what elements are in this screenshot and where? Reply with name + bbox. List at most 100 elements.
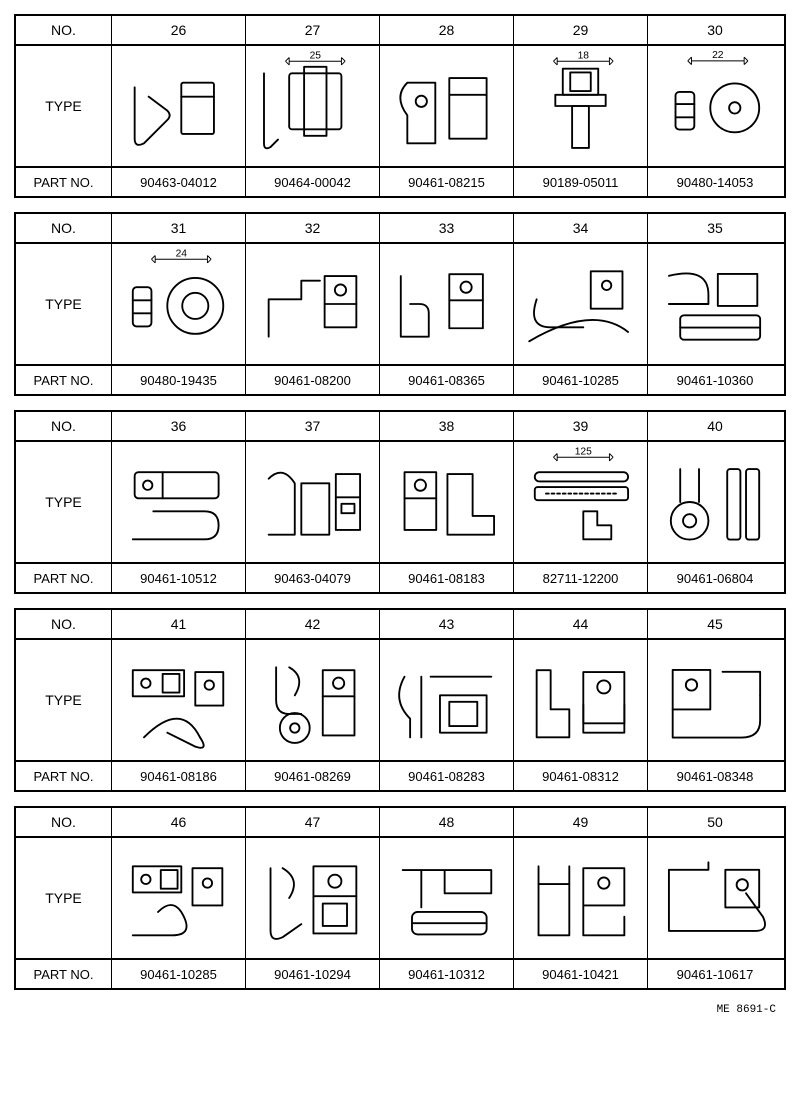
partno-label: PART NO. — [16, 366, 112, 394]
partno-label: PART NO. — [16, 168, 112, 196]
no-cell: 37 — [246, 412, 380, 440]
part-drawing — [652, 444, 778, 560]
type-cell — [112, 46, 246, 166]
no-cell: 28 — [380, 16, 514, 44]
partno-cell: 90461-08183 — [380, 564, 514, 592]
no-cell: 49 — [514, 808, 648, 836]
partno-cell: 90461-08348 — [648, 762, 782, 790]
partno-cell: 90461-10617 — [648, 960, 782, 988]
partno-cell: 90463-04079 — [246, 564, 380, 592]
type-cell — [648, 244, 782, 364]
part-drawing — [518, 840, 643, 956]
parts-catalog: NO.2627282930TYPE 25 18 22PART NO.90463-… — [14, 14, 786, 990]
partno-cell: 90461-10285 — [112, 960, 246, 988]
type-cell — [246, 244, 380, 364]
no-cell: 50 — [648, 808, 782, 836]
type-cell — [380, 442, 514, 562]
no-cell: 35 — [648, 214, 782, 242]
part-drawing — [250, 642, 375, 758]
no-cell: 32 — [246, 214, 380, 242]
no-cell: 36 — [112, 412, 246, 440]
partno-cell: 90461-08312 — [514, 762, 648, 790]
type-label: TYPE — [16, 838, 112, 958]
type-cell — [246, 640, 380, 760]
no-cell: 48 — [380, 808, 514, 836]
partno-cell: 90463-04012 — [112, 168, 246, 196]
type-cell: 22 — [648, 46, 782, 166]
no-cell: 40 — [648, 412, 782, 440]
partno-cell: 90189-05011 — [514, 168, 648, 196]
type-cell — [648, 442, 782, 562]
part-drawing — [652, 642, 778, 758]
type-cell — [648, 838, 782, 958]
svg-text:24: 24 — [176, 248, 188, 259]
no-cell: 44 — [514, 610, 648, 638]
part-drawing — [116, 48, 241, 164]
part-drawing — [250, 246, 375, 362]
type-cell: 25 — [246, 46, 380, 166]
part-drawing: 125 — [518, 444, 643, 560]
part-drawing — [384, 48, 509, 164]
parts-block: NO.2627282930TYPE 25 18 22PART NO.90463-… — [14, 14, 786, 198]
svg-text:25: 25 — [310, 50, 322, 61]
type-label: TYPE — [16, 244, 112, 364]
parts-block: NO.4647484950TYPEPART NO.90461-102859046… — [14, 806, 786, 990]
partno-cell: 90461-06804 — [648, 564, 782, 592]
partno-cell: 90461-10421 — [514, 960, 648, 988]
part-drawing — [652, 840, 778, 956]
partno-cell: 90461-08200 — [246, 366, 380, 394]
partno-cell: 90461-10285 — [514, 366, 648, 394]
partno-cell: 90461-08215 — [380, 168, 514, 196]
type-cell: 125 — [514, 442, 648, 562]
part-drawing — [116, 642, 241, 758]
no-cell: 43 — [380, 610, 514, 638]
parts-block: NO.4142434445TYPEPART NO.90461-081869046… — [14, 608, 786, 792]
part-drawing: 22 — [652, 48, 778, 164]
partno-label: PART NO. — [16, 762, 112, 790]
partno-cell: 90464-00042 — [246, 168, 380, 196]
type-cell — [380, 244, 514, 364]
type-cell: 24 — [112, 244, 246, 364]
no-label: NO. — [16, 808, 112, 836]
type-cell — [380, 46, 514, 166]
no-cell: 27 — [246, 16, 380, 44]
partno-cell: 90461-08283 — [380, 762, 514, 790]
type-cell — [514, 244, 648, 364]
no-label: NO. — [16, 214, 112, 242]
partno-label: PART NO. — [16, 564, 112, 592]
type-label: TYPE — [16, 640, 112, 760]
type-cell — [112, 640, 246, 760]
part-drawing — [116, 840, 241, 956]
no-cell: 46 — [112, 808, 246, 836]
svg-text:18: 18 — [578, 50, 590, 61]
partno-cell: 90461-08269 — [246, 762, 380, 790]
type-cell — [514, 838, 648, 958]
part-drawing: 25 — [250, 48, 375, 164]
partno-cell: 82711-12200 — [514, 564, 648, 592]
type-label: TYPE — [16, 442, 112, 562]
part-drawing — [250, 444, 375, 560]
type-cell — [380, 838, 514, 958]
part-drawing — [518, 642, 643, 758]
no-label: NO. — [16, 16, 112, 44]
part-drawing — [384, 444, 509, 560]
no-label: NO. — [16, 610, 112, 638]
no-cell: 41 — [112, 610, 246, 638]
part-drawing — [518, 246, 643, 362]
part-drawing: 24 — [116, 246, 241, 362]
type-cell: 18 — [514, 46, 648, 166]
no-cell: 39 — [514, 412, 648, 440]
no-cell: 30 — [648, 16, 782, 44]
type-cell — [246, 838, 380, 958]
part-drawing — [384, 642, 509, 758]
type-cell — [514, 640, 648, 760]
partno-cell: 90480-14053 — [648, 168, 782, 196]
partno-cell: 90461-10512 — [112, 564, 246, 592]
type-cell — [648, 640, 782, 760]
no-cell: 42 — [246, 610, 380, 638]
type-cell — [112, 442, 246, 562]
partno-cell: 90461-10294 — [246, 960, 380, 988]
no-label: NO. — [16, 412, 112, 440]
part-drawing: 18 — [518, 48, 643, 164]
type-cell — [246, 442, 380, 562]
